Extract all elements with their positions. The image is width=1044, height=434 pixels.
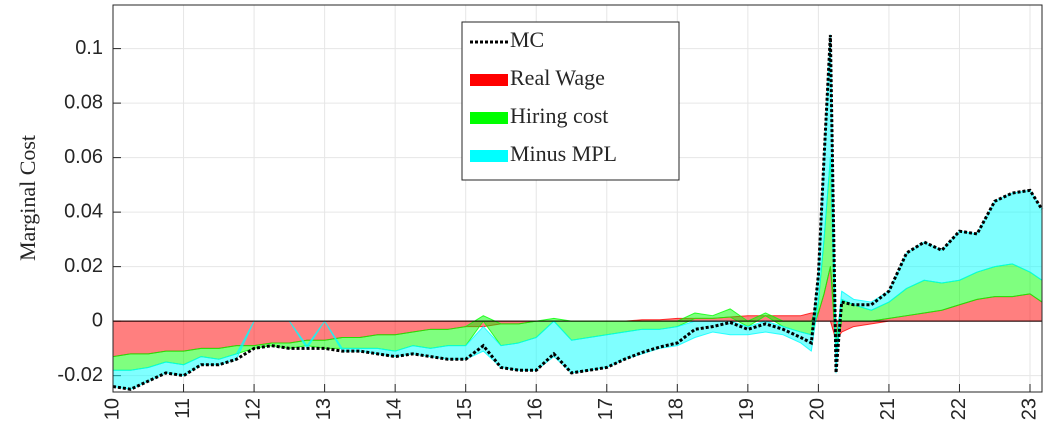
y-tick-label: 0.1 <box>75 37 103 59</box>
y-tick-label: 0.08 <box>64 91 103 113</box>
y-tick-label: 0 <box>92 309 103 331</box>
x-tick-label: 17 <box>595 398 617 420</box>
legend-swatch <box>470 150 508 162</box>
x-tick-label: 14 <box>383 398 405 420</box>
y-axis-label: Marginal Cost <box>15 135 40 261</box>
x-tick-label: 13 <box>313 398 335 420</box>
x-tick-label: 11 <box>172 398 194 419</box>
y-tick-label: -0.02 <box>57 364 103 386</box>
legend-label: Hiring cost <box>510 103 608 128</box>
x-tick-label: 16 <box>525 398 547 420</box>
x-tick-label: 15 <box>454 398 476 420</box>
plot-frame <box>112 4 1043 393</box>
x-tick-label: 20 <box>807 398 829 420</box>
y-tick-label: 0.04 <box>64 200 103 222</box>
legend-label: MC <box>510 27 544 52</box>
legend-label: Minus MPL <box>510 141 617 166</box>
x-tick-label: 18 <box>666 398 688 420</box>
legend-swatch <box>470 112 508 124</box>
x-tick-label: 12 <box>242 398 264 420</box>
x-tick-label: 10 <box>101 398 123 420</box>
x-tick-label: 22 <box>948 398 970 420</box>
legend-label: Real Wage <box>510 65 605 90</box>
x-tick-label: 19 <box>736 398 758 420</box>
mc-line <box>112 34 1044 391</box>
y-tick-label: 0.06 <box>64 146 103 168</box>
y-tick-label: 0.02 <box>64 255 103 277</box>
x-tick-label: 21 <box>877 398 899 420</box>
x-tick-label: 23 <box>1018 398 1040 420</box>
legend-swatch <box>470 74 508 86</box>
